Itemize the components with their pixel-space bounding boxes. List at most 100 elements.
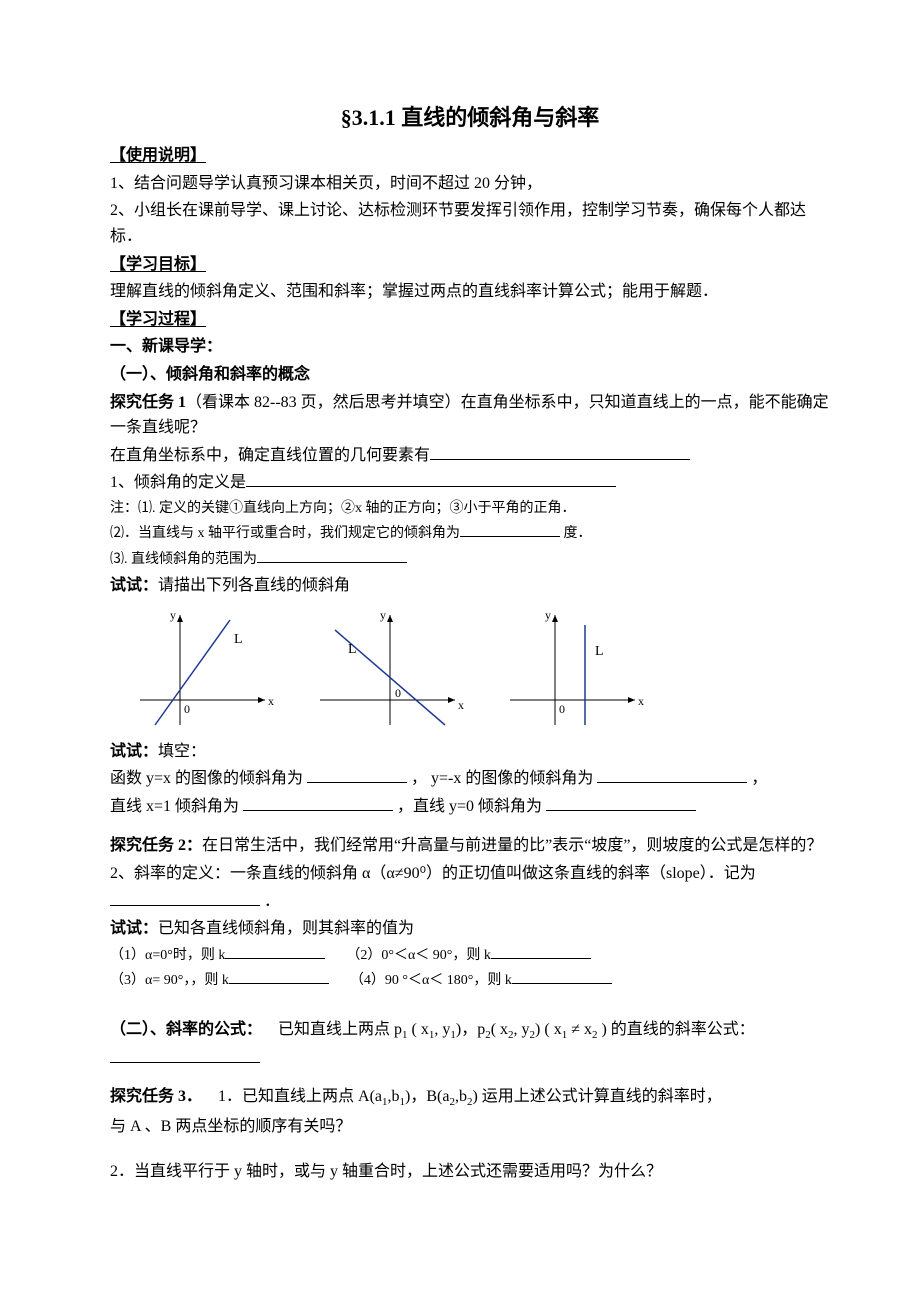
blank-range — [257, 548, 407, 563]
t3e: ) 运用上述公式计算直线的斜率时， — [472, 1088, 721, 1105]
diagram-1: x y 0 L — [130, 605, 280, 735]
try3-text: 已知各直线倾斜角，则其斜率的值为 — [158, 920, 414, 937]
line-label-1: L — [234, 632, 243, 647]
usage-item-1: 1、结合问题导学认真预习课本相关页，时间不超过 20 分钟， — [110, 171, 830, 197]
y-label: y — [170, 608, 176, 622]
task2-text: 在日常生活中，我们经常用“升高量与前进量的比”表示“坡度”，则坡度的公式是怎样的… — [202, 837, 822, 854]
newlesson-heading: 一、新课导学： — [110, 334, 830, 360]
try2: 试试：填空： — [110, 739, 830, 765]
def-line: 1、倾斜角的定义是 — [110, 470, 830, 496]
task2-label: 探究任务 2： — [110, 837, 202, 854]
try2-text: 填空： — [158, 743, 206, 760]
line-label-3: L — [595, 644, 604, 659]
blank-k1 — [225, 944, 325, 959]
diagram-row: x y 0 L x y 0 L x y 0 L — [130, 605, 830, 735]
p2h: ≠ x — [567, 1021, 592, 1038]
p2a: 已知直线上两点 p — [278, 1021, 402, 1038]
task1-label: 探究任务 1 — [110, 394, 186, 411]
k2b: （4）90 °＜α＜ 180°，则 k — [350, 973, 512, 988]
document-page: §3.1.1 直线的倾斜角与斜率 【使用说明】 1、结合问题导学认真预习课本相关… — [0, 0, 920, 1302]
blank-ynx — [597, 766, 747, 783]
diagram-2: x y 0 L — [310, 605, 470, 735]
blank-y0 — [546, 794, 696, 811]
fn-row2: 直线 x=1 倾斜角为 ，直线 y=0 倾斜角为 — [110, 794, 830, 820]
note2a: ⑵．当直线与 x 轴平行或重合时，我们规定它的倾斜角为 — [110, 526, 460, 541]
slope-period: ． — [260, 893, 280, 910]
task3-q2: 2．当直线平行于 y 轴时，或与 y 轴重合时，上述公式还需要适用吗？为什么？ — [110, 1159, 830, 1185]
fn2b: ，直线 y=0 倾斜角为 — [393, 798, 546, 815]
section-title: §3.1.1 直线的倾斜角与斜率 — [110, 100, 830, 135]
t3b: ,b — [388, 1088, 400, 1105]
blank-slope — [110, 889, 260, 906]
p2e: ( x — [491, 1021, 508, 1038]
goal-text: 理解直线的倾斜角定义、范围和斜率；掌握过两点的直线斜率计算公式；能用于解题． — [110, 279, 830, 305]
x-label-2: x — [458, 698, 464, 712]
note2b: 度． — [560, 526, 592, 541]
task1-text: （看课本 82--83 页，然后思考并填空）在直角坐标系中，只知道直线上的一点，… — [110, 394, 829, 437]
fn-row1: 函数 y=x 的图像的倾斜角为 ， y=-x 的图像的倾斜角为 ， — [110, 766, 830, 792]
formula-blank-line — [110, 1046, 830, 1072]
p2c: , y — [434, 1021, 450, 1038]
line-label-2: L — [348, 642, 357, 657]
slope-def: 2、斜率的定义：一条直线的倾斜角 α（α≠90⁰）的正切值叫做这条直线的斜率（s… — [110, 861, 830, 887]
t3a: 1．已知直线上两点 A(a — [218, 1088, 382, 1105]
k1a: （1）α=0°时，则 k — [110, 948, 225, 963]
try1-label: 试试： — [110, 577, 158, 594]
blank-yx — [307, 766, 407, 783]
fn1c: ， — [747, 770, 767, 787]
part2-heading: （二）、斜率的公式： — [110, 1021, 262, 1038]
slope-label: 2、斜率的定义： — [110, 865, 230, 882]
slope-blank-line: ． — [110, 889, 830, 915]
origin-label-3: 0 — [559, 702, 565, 716]
t3c: )，B(a — [405, 1088, 449, 1105]
task2: 探究任务 2：在日常生活中，我们经常用“升高量与前进量的比”表示“坡度”，则坡度… — [110, 833, 830, 859]
task3-line2: 与 A 、B 两点坐标的顺序有关吗？ — [110, 1114, 830, 1140]
note-2: ⑵．当直线与 x 轴平行或重合时，我们规定它的倾斜角为 度． — [110, 522, 830, 545]
k1b: （2）0°＜α＜ 90°，则 k — [346, 948, 491, 963]
origin-label: 0 — [184, 702, 190, 716]
try1-text: 请描出下列各直线的倾斜角 — [158, 577, 350, 594]
goal-heading: 【学习目标】 — [110, 256, 206, 273]
blank-k2 — [491, 944, 591, 959]
y-label-2: y — [380, 608, 386, 622]
try1: 试试：请描出下列各直线的倾斜角 — [110, 573, 830, 599]
t3d: ,b — [455, 1088, 467, 1105]
p2f: , y — [514, 1021, 530, 1038]
blank-degree — [460, 522, 560, 537]
blank-k3 — [229, 969, 329, 984]
process-heading: 【学习过程】 — [110, 311, 206, 328]
x-label: x — [268, 694, 274, 708]
p2d: )，p — [456, 1021, 485, 1038]
try3: 试试：已知各直线倾斜角，则其斜率的值为 — [110, 916, 830, 942]
part2-line: （二）、斜率的公式： 已知直线上两点 p1 ( x1, y1)，p2( x2, … — [110, 1017, 830, 1045]
fn2a: 直线 x=1 倾斜角为 — [110, 798, 243, 815]
blank-definition — [246, 470, 616, 487]
diagram-3: x y 0 L — [500, 605, 650, 735]
k-row2: （3）α= 90°，，则 k （4）90 °＜α＜ 180°，则 k — [110, 969, 830, 992]
p2g: ) ( x — [535, 1021, 562, 1038]
fn1b: ， y=-x 的图像的倾斜角为 — [407, 770, 597, 787]
blank-k4 — [512, 969, 612, 984]
note-3: ⑶. 直线倾斜角的范围为 — [110, 548, 830, 571]
p2i: ) 的直线的斜率公式： — [597, 1021, 754, 1038]
usage-item-2: 2、小组长在课前导学、课上讨论、达标检测环节要发挥引领作用，控制学习节奏，确保每… — [110, 198, 830, 249]
part1-heading: （一）、倾斜角和斜率的概念 — [110, 362, 830, 388]
task1: 探究任务 1（看课本 82--83 页，然后思考并填空）在直角坐标系中，只知道直… — [110, 390, 830, 441]
note-1: 注：⑴. 定义的关键①直线向上方向；②x 轴的正方向；③小于平角的正角． — [110, 498, 830, 520]
y-label-3: y — [545, 608, 551, 622]
try3-label: 试试： — [110, 920, 158, 937]
note3-text: ⑶. 直线倾斜角的范围为 — [110, 552, 257, 567]
task3: 探究任务 3． 1．已知直线上两点 A(a1,b1)，B(a2,b2) 运用上述… — [110, 1084, 830, 1112]
k-row1: （1）α=0°时，则 k （2）0°＜α＜ 90°，则 k — [110, 944, 830, 967]
elements-line: 在直角坐标系中，确定直线位置的几何要素有 — [110, 443, 830, 469]
origin-label-2: 0 — [395, 686, 401, 700]
usage-heading: 【使用说明】 — [110, 147, 206, 164]
fn1a: 函数 y=x 的图像的倾斜角为 — [110, 770, 307, 787]
p2b: ( x — [408, 1021, 429, 1038]
def-label: 1、倾斜角的定义是 — [110, 474, 246, 491]
try2-label: 试试： — [110, 743, 158, 760]
blank-formula — [110, 1046, 260, 1063]
x-label-3: x — [638, 694, 644, 708]
blank-elements — [430, 443, 690, 460]
blank-x1 — [243, 794, 393, 811]
